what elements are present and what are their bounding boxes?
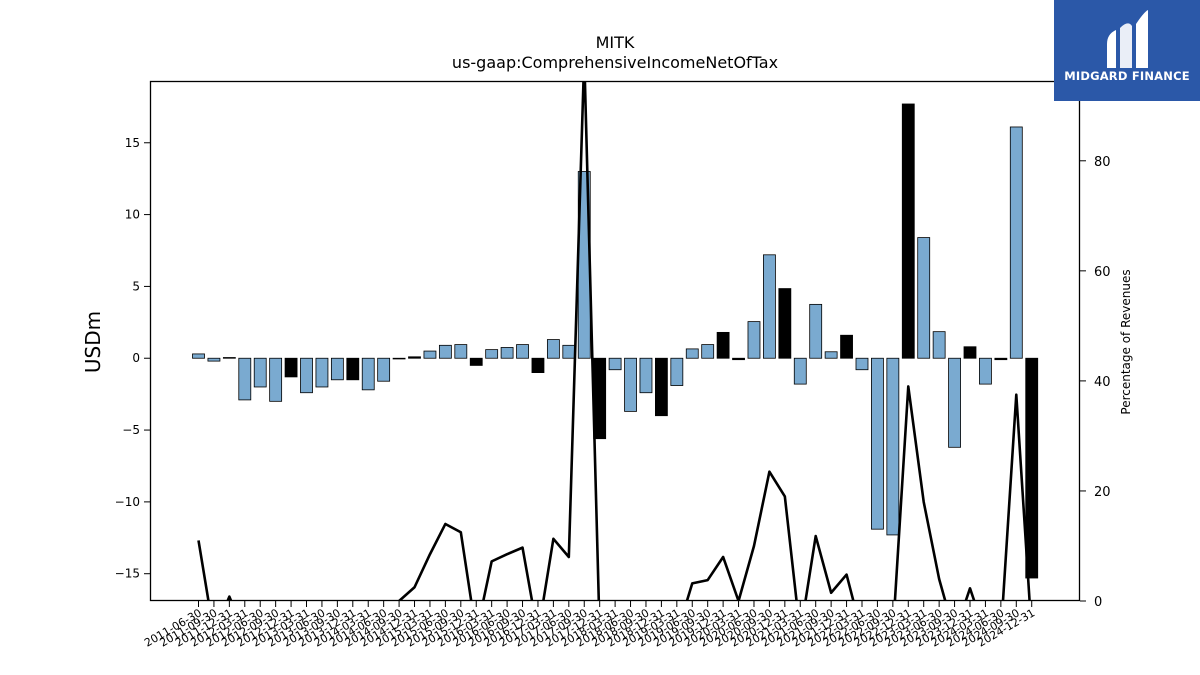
- bar: [516, 344, 529, 359]
- bar: [222, 357, 236, 359]
- bar: [855, 357, 869, 371]
- y2-tick-label: 80: [1094, 155, 1111, 170]
- bar: [253, 357, 267, 388]
- bar: [932, 331, 946, 359]
- y-axis-label: USDm: [81, 311, 105, 373]
- bar: [423, 350, 437, 359]
- bar: [330, 357, 344, 381]
- y2-axis-label: Percentage of Revenues: [1119, 269, 1133, 414]
- y2-tick-label: 0: [1094, 595, 1102, 610]
- bar: [732, 357, 745, 361]
- chart-title: MITK: [596, 33, 635, 52]
- bar: [840, 334, 853, 359]
- bar: [994, 357, 1008, 361]
- bar: [871, 357, 884, 530]
- bar: [747, 321, 761, 359]
- bar: [593, 357, 607, 440]
- bar: [824, 351, 838, 359]
- bar: [361, 357, 375, 391]
- bar: [763, 254, 776, 359]
- bar: [639, 357, 653, 394]
- y-tick-label: 0: [132, 351, 140, 365]
- y2-tick-label: 20: [1094, 485, 1111, 500]
- bar: [685, 348, 699, 359]
- bar: [624, 357, 637, 412]
- midgard-logo-icon: [1107, 10, 1148, 68]
- y-tick-label: 5: [132, 279, 140, 293]
- bar: [485, 349, 499, 359]
- bar: [979, 357, 992, 385]
- bar: [655, 357, 668, 417]
- bar: [469, 357, 483, 366]
- chart-subtitle: us-gaap:ComprehensiveIncomeNetOfTax: [452, 53, 778, 72]
- brand-logo: MIDGARD FINANCE: [1054, 0, 1200, 101]
- bar: [454, 344, 468, 359]
- bar: [963, 346, 977, 359]
- bar: [901, 103, 915, 359]
- bar: [500, 347, 514, 359]
- bar: [438, 344, 452, 359]
- bar-series: [192, 103, 1039, 579]
- y-axis-ticks: −15 −10 −5 0 5 10 15: [115, 136, 150, 581]
- bar: [300, 357, 313, 394]
- bar: [917, 237, 931, 359]
- bar: [562, 344, 576, 359]
- bar: [546, 339, 560, 359]
- bar: [948, 357, 961, 448]
- y-tick-label: −15: [115, 567, 140, 581]
- bar: [192, 353, 205, 359]
- y-tick-label: 10: [125, 208, 140, 222]
- bar: [778, 288, 792, 359]
- bar: [346, 357, 360, 381]
- bar: [207, 357, 221, 362]
- bar: [608, 357, 622, 371]
- bar: [1025, 357, 1039, 579]
- bar: [701, 344, 715, 359]
- y2-tick-label: 60: [1094, 265, 1111, 280]
- y-tick-label: 15: [125, 136, 140, 150]
- bar: [809, 303, 823, 359]
- y2-tick-label: 40: [1094, 375, 1111, 390]
- x-axis-ticks: 2011-06-302011-09-302011-12-312012-03-31…: [142, 601, 1037, 650]
- bar: [670, 357, 684, 386]
- plot-frame: [149, 80, 1081, 602]
- y-tick-label: −5: [122, 423, 140, 437]
- bar: [531, 357, 545, 373]
- bar: [1009, 126, 1023, 359]
- y2-axis-ticks: 0 20 40 60 80: [1080, 155, 1111, 610]
- bar: [284, 357, 298, 378]
- bar: [716, 331, 730, 359]
- bar: [377, 357, 391, 382]
- bar: [408, 356, 421, 359]
- bar: [392, 357, 406, 360]
- y-tick-label: −10: [115, 495, 140, 509]
- logo-text: MIDGARD FINANCE: [1064, 69, 1190, 83]
- bar: [793, 357, 807, 385]
- bar: [269, 357, 283, 402]
- bar: [886, 357, 900, 536]
- bar: [238, 357, 252, 401]
- bar: [315, 357, 329, 388]
